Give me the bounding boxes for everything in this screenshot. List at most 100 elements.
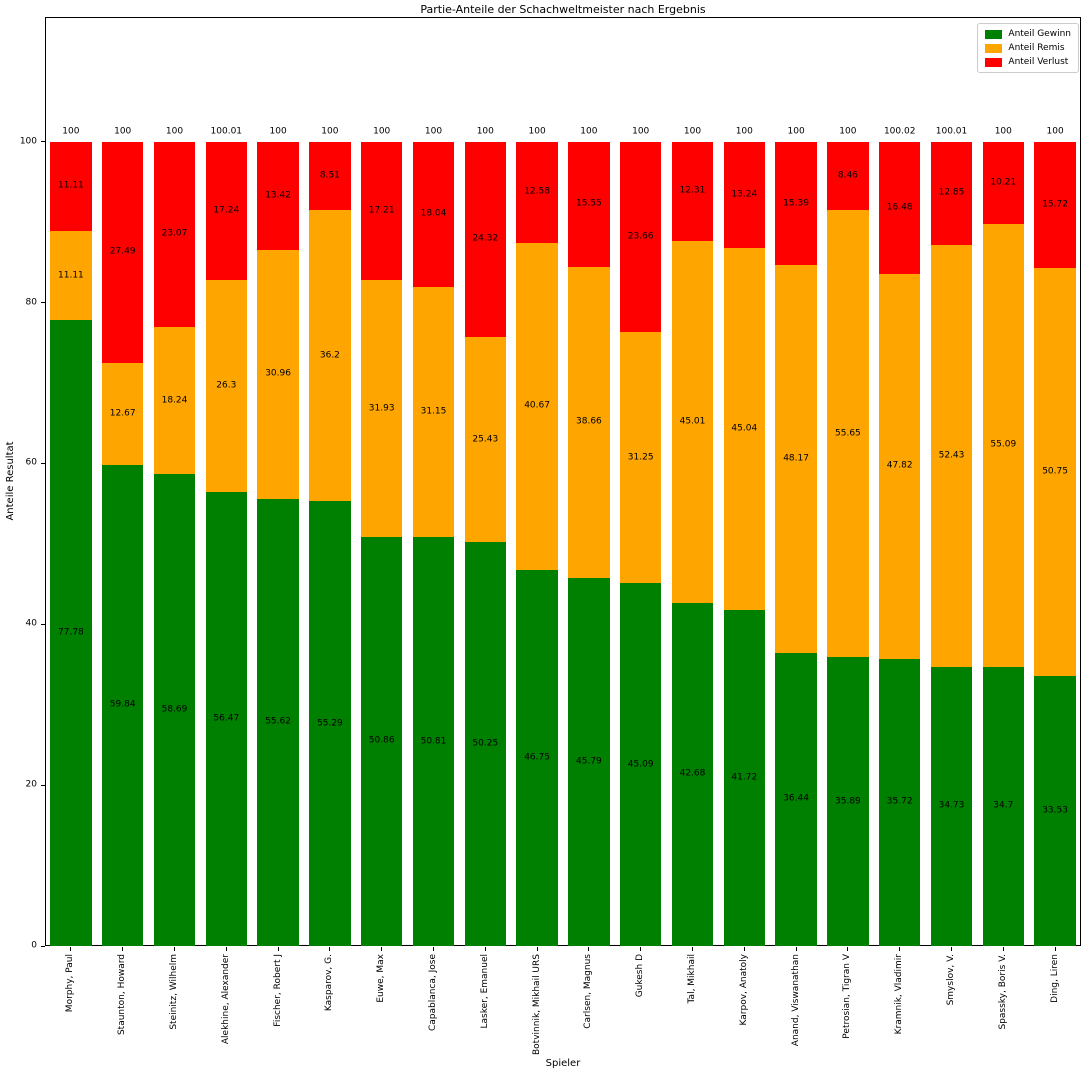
- bar-segment: [205, 491, 248, 946]
- bar-segment-label: 50.86: [368, 735, 395, 746]
- y-axis-label: Anteile Resultat: [5, 441, 16, 521]
- chart-title: Partie-Anteile der Schachweltmeister nac…: [420, 3, 706, 16]
- x-tick-mark: [588, 947, 590, 951]
- x-tick-mark: [692, 947, 693, 951]
- bar-segment: [360, 536, 403, 946]
- x-tick-label: Spassky, Boris V.: [997, 954, 1008, 1030]
- bar-segment: [723, 248, 766, 611]
- bar-segment-label: 13.42: [265, 190, 291, 201]
- bar-segment: [257, 249, 299, 499]
- bar-segment: [619, 141, 662, 332]
- bar-segment-label: 33.53: [1042, 805, 1068, 816]
- x-tick-mark: [847, 947, 849, 951]
- bar-segment-label: 15.72: [1042, 199, 1068, 210]
- bar-segment: [982, 666, 1025, 946]
- bar-segment: [723, 610, 766, 946]
- bar-total-label: 100: [373, 126, 391, 137]
- bar-segment-label: 50.81: [420, 736, 447, 747]
- bar-segment: [775, 141, 817, 266]
- bar-segment-label: 55.09: [990, 439, 1017, 450]
- bar-segment-label: 42.68: [679, 768, 706, 779]
- bar-segment: [827, 141, 869, 210]
- legend-entry: Anteil Verlust: [985, 57, 1071, 67]
- x-tick-mark: [381, 947, 383, 951]
- x-tick-label: Kasparov, G.: [324, 954, 335, 1012]
- bar-total-label: 100.01: [935, 126, 968, 137]
- bar-segment-label: 45.79: [576, 756, 602, 767]
- bar-segment-label: 46.75: [524, 752, 550, 763]
- bar-segment: [464, 541, 507, 946]
- bar-segment: [619, 583, 662, 946]
- bar-total-label: 100: [424, 126, 443, 137]
- bar-segment-label: 16.48: [886, 202, 913, 213]
- bar-segment: [1034, 676, 1076, 946]
- x-tick-label: Alekhine, Alexander: [220, 954, 231, 1045]
- bar-segment-label: 15.55: [576, 198, 602, 209]
- y-tick-mark: [41, 302, 45, 304]
- bar-segment: [464, 141, 507, 338]
- bar-segment: [412, 537, 455, 946]
- bar-segment-label: 34.73: [938, 800, 965, 811]
- bar-segment-label: 13.24: [731, 189, 758, 200]
- bar-segment: [516, 242, 558, 570]
- plot-area: [45, 17, 1081, 946]
- x-tick-mark: [1002, 947, 1004, 951]
- bar-segment: [153, 327, 196, 474]
- bar-segment-label: 27.49: [109, 246, 136, 257]
- x-tick-mark: [640, 947, 642, 951]
- bar-segment: [671, 602, 714, 946]
- x-tick-label: Kramnik, Vladimir: [894, 954, 905, 1035]
- bar-total-label: 100: [994, 126, 1012, 137]
- legend: Anteil Gewinn Anteil Remis Anteil Verlus…: [977, 23, 1079, 73]
- y-tick-mark: [41, 462, 45, 464]
- bar-segment-label: 12.67: [109, 408, 136, 419]
- bar-segment: [982, 141, 1025, 224]
- bar-total-label: 100: [1046, 126, 1064, 137]
- bar-segment-label: 15.39: [783, 198, 809, 209]
- y-tick-mark: [41, 623, 45, 625]
- bar-segment-label: 41.72: [731, 772, 758, 783]
- bar-segment-label: 77.78: [58, 627, 84, 638]
- bar-segment-label: 11.11: [58, 180, 84, 191]
- bar-segment: [516, 569, 558, 946]
- x-tick-label: Smyslov, V.: [946, 954, 956, 1006]
- bar-segment-label: 48.17: [783, 453, 809, 464]
- x-tick-mark: [329, 947, 331, 951]
- x-tick-mark: [795, 947, 797, 951]
- legend-label: Anteil Remis: [1008, 43, 1065, 53]
- bar-segment: [50, 231, 92, 321]
- x-tick-label: Capablanca, Jose: [428, 954, 438, 1032]
- bar-total-label: 100: [528, 126, 546, 137]
- bar-segment: [723, 141, 766, 249]
- legend-swatch-remis-icon: [985, 43, 1003, 53]
- bar-segment-label: 23.66: [627, 231, 654, 242]
- bar-total-label: 100: [580, 126, 598, 137]
- bar-segment: [878, 658, 921, 946]
- bar-segment: [568, 266, 610, 578]
- y-tick-label: 60: [25, 457, 37, 468]
- bar-segment: [878, 274, 921, 659]
- legend-swatch-gewinn-icon: [985, 29, 1003, 39]
- x-tick-label: Anand, Viswanathan: [790, 954, 801, 1047]
- y-tick-label: 0: [31, 940, 37, 951]
- bar-segment-label: 8.46: [837, 170, 858, 181]
- bar-segment-label: 24.32: [472, 233, 499, 244]
- bar-segment-label: 47.82: [886, 460, 913, 471]
- bar-segment: [619, 331, 662, 584]
- bar-segment: [412, 141, 455, 287]
- legend-entry: Anteil Gewinn: [985, 29, 1071, 39]
- bar-total-label: 100: [321, 126, 339, 137]
- x-tick-label: Fischer, Robert J: [272, 954, 283, 1027]
- bar-segment: [309, 141, 351, 211]
- bar-segment: [257, 498, 299, 946]
- bar-segment-label: 8.51: [319, 170, 340, 181]
- bar-segment-label: 52.43: [938, 450, 965, 461]
- bar-segment-label: 31.25: [627, 452, 654, 463]
- x-tick-label: Euwe, Max: [376, 954, 387, 1003]
- bar-segment-label: 23.07: [161, 228, 188, 239]
- legend-swatch-verlust-icon: [985, 57, 1003, 67]
- x-tick-mark: [122, 947, 124, 951]
- x-tick-mark: [277, 947, 279, 951]
- bar-segment-label: 50.25: [472, 738, 499, 749]
- bar-segment: [827, 657, 869, 946]
